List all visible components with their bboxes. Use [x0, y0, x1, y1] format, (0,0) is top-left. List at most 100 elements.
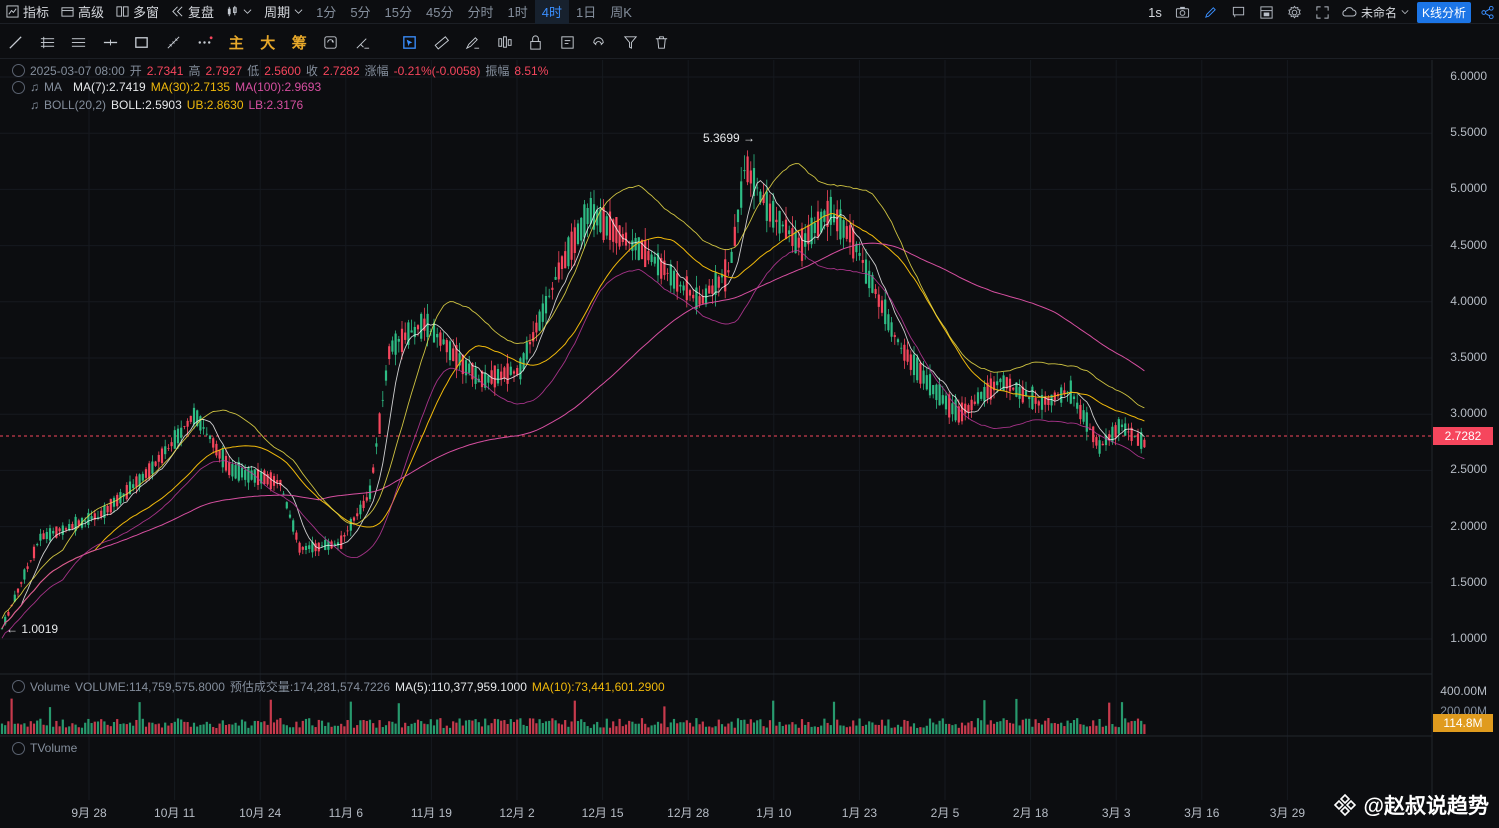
candle-body — [1031, 386, 1034, 410]
refresh-tool[interactable] — [315, 27, 347, 59]
kline-analysis-button[interactable]: K线分析 — [1416, 1, 1471, 23]
speed-toggle[interactable]: 1s — [1141, 0, 1169, 24]
annotate-button[interactable] — [1225, 0, 1253, 24]
interval-tab[interactable]: 45分 — [426, 5, 454, 20]
volume-bar — [1047, 718, 1050, 734]
draw-toggle-button[interactable] — [1197, 0, 1225, 24]
volume-bar — [189, 726, 192, 734]
ruler-tool[interactable] — [426, 27, 458, 59]
template-button[interactable] — [1253, 0, 1281, 24]
volume-bar — [717, 719, 720, 734]
volume-bar — [772, 700, 775, 734]
volume-bar — [724, 726, 727, 734]
volume-bar — [333, 725, 336, 734]
edit-list-tool[interactable] — [552, 27, 584, 59]
rectangle-tool[interactable] — [126, 27, 158, 59]
volume-bar — [260, 722, 263, 734]
volume-bar — [455, 722, 458, 734]
volume-bar — [791, 722, 794, 734]
volume-bar — [176, 718, 180, 734]
volume-bar — [628, 720, 631, 734]
interval-tab[interactable]: 1时 — [507, 5, 528, 20]
candle-body — [730, 251, 733, 263]
multi-window-menu[interactable]: 多窗 — [110, 0, 165, 24]
eye-icon[interactable] — [12, 680, 25, 693]
measure-tool[interactable] — [158, 27, 190, 59]
candle-body — [599, 208, 602, 233]
candle-body — [829, 196, 832, 225]
volume-bar — [756, 720, 759, 734]
volume-bar — [807, 722, 810, 734]
layout-cloud-menu[interactable]: 未命名 — [1337, 0, 1413, 24]
eye-icon[interactable] — [12, 80, 25, 94]
interval-tab[interactable]: 周K — [610, 5, 632, 20]
eye-icon[interactable] — [12, 64, 25, 77]
replay-menu[interactable]: 复盘 — [165, 0, 220, 24]
interval-tab[interactable]: 1日 — [575, 5, 597, 20]
advanced-menu[interactable]: 高级 — [55, 0, 110, 24]
indicator-icon — [6, 5, 19, 18]
candle-body — [144, 469, 148, 478]
eraser-tool[interactable] — [347, 27, 379, 59]
candle-body — [320, 545, 324, 547]
settings-button[interactable] — [1281, 0, 1309, 24]
candle-body — [1114, 425, 1117, 438]
chip-distribution-tool[interactable]: 筹 — [291, 35, 307, 52]
horizontal-ray-tool[interactable] — [95, 27, 127, 59]
candle-body — [1108, 434, 1111, 441]
trendline-tool[interactable] — [0, 27, 32, 59]
interval-tab[interactable]: 15分 — [384, 5, 413, 20]
share-button[interactable] — [1475, 0, 1499, 24]
candle-body — [228, 462, 231, 476]
brush-tool[interactable] — [457, 27, 489, 59]
candle-body — [743, 170, 746, 172]
main-force-tool[interactable]: 主 — [228, 35, 244, 52]
eye-icon[interactable] — [12, 741, 25, 755]
parallel-channel-tool[interactable] — [32, 27, 64, 59]
select-tool[interactable] — [394, 27, 426, 59]
candle-body — [260, 472, 263, 484]
screenshot-button[interactable] — [1169, 0, 1197, 24]
candle-body — [938, 384, 941, 406]
volume-bar — [660, 723, 663, 734]
filter-tool[interactable] — [615, 27, 647, 59]
interval-tab[interactable]: 分时 — [467, 5, 494, 20]
candle-body — [436, 333, 439, 338]
indicator-menu[interactable]: 指标 — [0, 0, 55, 24]
period-dropdown[interactable]: 周期 — [258, 0, 309, 24]
volume-bar — [160, 727, 164, 734]
price-chart-canvas[interactable] — [0, 60, 1499, 828]
fullscreen-button[interactable] — [1309, 0, 1337, 24]
volume-bar — [394, 723, 397, 734]
chart-type-dropdown[interactable] — [220, 0, 258, 24]
more-tools-button[interactable] — [189, 27, 221, 59]
large-order-tool[interactable]: 大 — [260, 35, 276, 52]
volume-bar — [487, 725, 490, 734]
volume-bar — [423, 723, 426, 734]
lock-tool[interactable] — [520, 27, 552, 59]
candle-body — [557, 262, 560, 280]
volume-bar — [253, 720, 256, 734]
volume-bar — [1040, 724, 1044, 734]
volume-bar — [1133, 720, 1136, 734]
interval-tab[interactable]: 5分 — [350, 5, 371, 20]
trash-icon — [656, 36, 668, 49]
bell-icon: ♫ — [30, 98, 39, 112]
bar-pattern-tool[interactable] — [489, 27, 521, 59]
candle-body — [778, 210, 781, 234]
volume-bar — [871, 722, 874, 734]
interval-tab[interactable]: 4时 — [534, 0, 569, 24]
volume-bar — [496, 719, 500, 734]
horizontal-lines-tool[interactable] — [63, 27, 95, 59]
volume-bar — [272, 722, 276, 734]
volume-bar — [1101, 726, 1104, 734]
candle-body — [759, 191, 762, 203]
chart-area[interactable]: 2025-03-07 08:00 开 2.7341 高 2.7927 低 2.5600… — [0, 60, 1499, 828]
volume-bar — [647, 727, 650, 734]
candle-body — [1140, 432, 1143, 449]
magnet-tool[interactable] — [583, 27, 615, 59]
candle-body — [541, 303, 544, 322]
volume-bar — [106, 724, 109, 734]
delete-tool[interactable] — [646, 27, 678, 59]
interval-tab[interactable]: 1分 — [316, 5, 337, 20]
